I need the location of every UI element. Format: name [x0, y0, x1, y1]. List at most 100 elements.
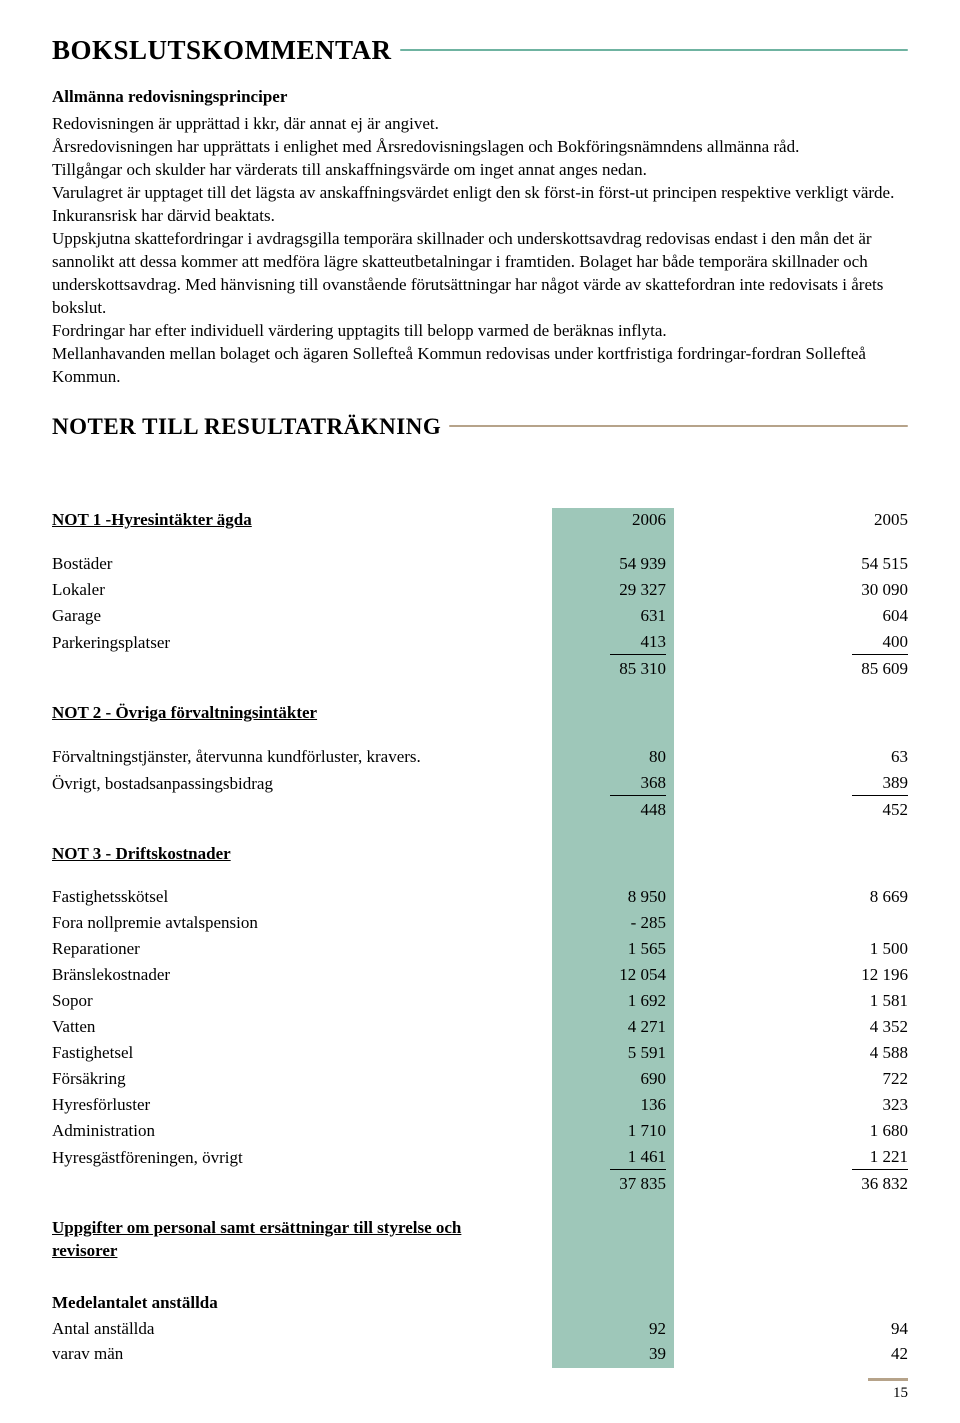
heading-noter-row: NOTER TILL RESULTATRÄKNING: [52, 411, 908, 442]
page-footer-rule: [868, 1378, 908, 1381]
not2-header: NOT 2 - Övriga förvaltningsintäkter: [52, 700, 908, 726]
spacer-row: [52, 726, 908, 744]
heading-noter: NOTER TILL RESULTATRÄKNING: [52, 411, 441, 442]
table-row: Bränslekostnader12 05412 196: [52, 963, 908, 989]
table-row: Bostäder54 93954 515: [52, 552, 908, 578]
row-label: NOT 2 - Övriga förvaltningsintäkter: [52, 700, 500, 726]
row-label: Sopor: [52, 989, 500, 1015]
not1-total: 85 31085 609: [52, 656, 908, 682]
cell-2005: 54 515: [672, 552, 908, 578]
row-label: Hyresförluster: [52, 1092, 500, 1118]
cell-2005: [672, 1215, 908, 1264]
cell-2005: 94: [672, 1316, 908, 1342]
cell-2006: 80: [500, 744, 672, 770]
row-label: [52, 797, 500, 823]
financial-table: NOT 1 -Hyresintäkter ägda20062005 Bostäde…: [52, 508, 908, 1368]
cell-2005: 12 196: [672, 963, 908, 989]
cell-2005: 36 832: [672, 1171, 908, 1197]
cell-2006: 2006: [500, 508, 672, 534]
cell-2005: 2005: [672, 508, 908, 534]
page-number: 15: [52, 1383, 908, 1403]
row-label: Övrigt, bostadsanpassingsbidrag: [52, 770, 500, 797]
row-label: Uppgifter om personal samt ersättningar …: [52, 1215, 500, 1264]
cell-2005: 722: [672, 1067, 908, 1093]
cell-2006: [500, 1215, 672, 1264]
row-label: Administration: [52, 1118, 500, 1144]
cell-2005: 604: [672, 603, 908, 629]
row-label: Bostäder: [52, 552, 500, 578]
cell-2006: 448: [500, 797, 672, 823]
heading-rule-teal: [400, 49, 908, 52]
heading-main: BOKSLUTSKOMMENTAR: [52, 32, 392, 68]
cell-2005: 400: [672, 629, 908, 656]
cell-2005: 1 680: [672, 1118, 908, 1144]
cell-2005: 85 609: [672, 656, 908, 682]
cell-2006: 85 310: [500, 656, 672, 682]
cell-2006: [500, 700, 672, 726]
not3-header: NOT 3 - Driftskostnader: [52, 841, 908, 867]
cell-2005: [672, 841, 908, 867]
cell-2006: 1 461: [500, 1144, 672, 1171]
spacer-row: [52, 534, 908, 552]
table-row: Hyresgästföreningen, övrigt1 4611 221: [52, 1144, 908, 1171]
cell-2005: [672, 700, 908, 726]
row-label: [52, 656, 500, 682]
table-row: Fora nollpremie avtalspension- 285: [52, 911, 908, 937]
not3-total: 37 83536 832: [52, 1171, 908, 1197]
cell-2006: 690: [500, 1067, 672, 1093]
spacer-row: [52, 823, 908, 841]
body-paragraph: Redovisningen är upprättad i kkr, där an…: [52, 113, 908, 388]
cell-2006: 92: [500, 1316, 672, 1342]
cell-2006: - 285: [500, 911, 672, 937]
cell-2006: 1 710: [500, 1118, 672, 1144]
table-row: Lokaler29 32730 090: [52, 578, 908, 604]
table-row: Garage631604: [52, 603, 908, 629]
cell-2005: 389: [672, 770, 908, 797]
cell-2006: 136: [500, 1092, 672, 1118]
cell-2005: 1 221: [672, 1144, 908, 1171]
row-label: Reparationer: [52, 937, 500, 963]
row-label: Antal anställda: [52, 1316, 500, 1342]
cell-2006: 37 835: [500, 1171, 672, 1197]
table-row: Administration1 7101 680: [52, 1118, 908, 1144]
cell-2006: 54 939: [500, 552, 672, 578]
row-label: Lokaler: [52, 578, 500, 604]
table-row: Fastighetsskötsel8 9508 669: [52, 885, 908, 911]
spacer-row: [52, 1264, 908, 1290]
spacer-row: [52, 867, 908, 885]
table-row: varav män3942: [52, 1342, 908, 1368]
row-label: Parkeringsplatser: [52, 629, 500, 656]
cell-2006: 368: [500, 770, 672, 797]
cell-2005: 1 500: [672, 937, 908, 963]
cell-2006: [500, 841, 672, 867]
row-label: Hyresgästföreningen, övrigt: [52, 1144, 500, 1171]
cell-2005: 452: [672, 797, 908, 823]
not2-total: 448452: [52, 797, 908, 823]
cell-2006: 5 591: [500, 1041, 672, 1067]
cell-2006: 413: [500, 629, 672, 656]
row-label: Vatten: [52, 1015, 500, 1041]
financial-tables-wrap: NOT 1 -Hyresintäkter ägda20062005 Bostäde…: [52, 508, 908, 1368]
cell-2006: 12 054: [500, 963, 672, 989]
table-row: Vatten4 2714 352: [52, 1015, 908, 1041]
table-row: Antal anställda9294: [52, 1316, 908, 1342]
cell-2005: 323: [672, 1092, 908, 1118]
row-label: Förvaltningstjänster, återvunna kundförl…: [52, 744, 500, 770]
personal-header: Uppgifter om personal samt ersättningar …: [52, 1215, 908, 1264]
table-row: Förvaltningstjänster, återvunna kundförl…: [52, 744, 908, 770]
not1-header: NOT 1 -Hyresintäkter ägda20062005: [52, 508, 908, 534]
cell-2006: 4 271: [500, 1015, 672, 1041]
row-label: NOT 1 -Hyresintäkter ägda: [52, 508, 500, 534]
cell-2005: 8 669: [672, 885, 908, 911]
cell-2005: [672, 911, 908, 937]
cell-2005: 63: [672, 744, 908, 770]
table-row: Övrigt, bostadsanpassingsbidrag368389: [52, 770, 908, 797]
subheading: Allmänna redovisningsprinciper: [52, 86, 908, 109]
heading-rule-brown: [449, 425, 908, 428]
spacer-row: [52, 1197, 908, 1215]
row-label: NOT 3 - Driftskostnader: [52, 841, 500, 867]
cell-2005: 1 581: [672, 989, 908, 1015]
cell-2006: 1 565: [500, 937, 672, 963]
cell-2005: [672, 1290, 908, 1316]
cell-2006: 39: [500, 1342, 672, 1368]
